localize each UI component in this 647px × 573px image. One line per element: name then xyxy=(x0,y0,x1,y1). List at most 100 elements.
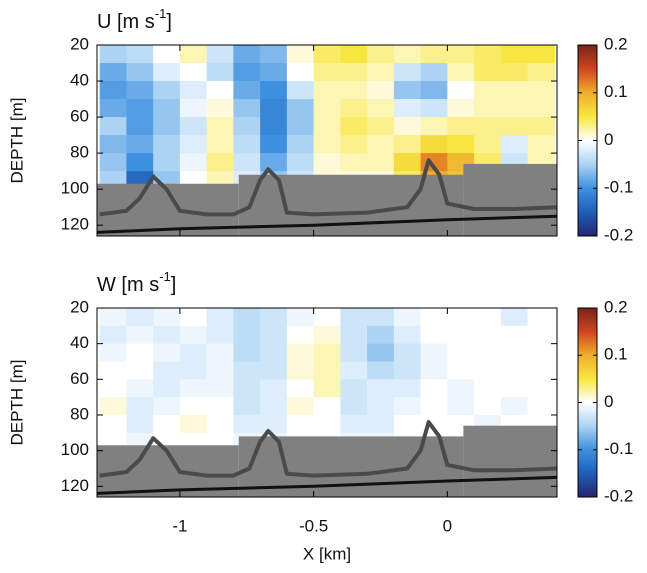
heatmap-cell xyxy=(233,153,261,172)
heatmap-cell xyxy=(286,343,315,363)
heatmap-cell xyxy=(126,99,154,118)
heatmap-cell xyxy=(447,308,475,327)
seafloor-line xyxy=(97,475,557,495)
heatmap-cell xyxy=(340,117,368,136)
x-axis-label: X [km] xyxy=(303,544,351,563)
heatmap-cell xyxy=(233,361,261,380)
heatmap-cell xyxy=(367,63,395,82)
heatmap-cell xyxy=(126,325,154,345)
bottom-mask xyxy=(238,174,464,236)
heatmap-cell xyxy=(474,117,502,136)
heatmap-cell xyxy=(153,325,181,345)
panel-title: U [m s-1] xyxy=(97,6,172,33)
heatmap-cell xyxy=(153,135,181,154)
heatmap-cell xyxy=(126,397,154,416)
heatmap-cell xyxy=(340,81,368,100)
heatmap-cell xyxy=(500,397,529,416)
heatmap-cell xyxy=(260,45,288,64)
heatmap-cell xyxy=(367,397,395,416)
heatmap-cell xyxy=(313,117,341,136)
heatmap-cell xyxy=(179,99,208,118)
heatmap-cell xyxy=(99,397,128,416)
heatmap-cell xyxy=(286,135,315,154)
title-text: U [m s xyxy=(97,11,155,33)
heatmap-cell xyxy=(153,361,181,380)
heatmap-cell xyxy=(313,81,341,100)
title-sup: -1 xyxy=(155,6,167,21)
heatmap-cell xyxy=(206,45,234,64)
ridge-line xyxy=(99,420,557,478)
heatmap-cell xyxy=(233,308,261,327)
heatmap-cell xyxy=(233,81,261,100)
heatmap-cell xyxy=(179,135,208,154)
heatmap-cell xyxy=(340,414,368,434)
heatmap-cell xyxy=(367,361,395,380)
heatmap-cell xyxy=(153,414,181,434)
heatmap-cell xyxy=(393,361,422,380)
heatmap-cell xyxy=(500,343,529,363)
heatmap-cell xyxy=(447,379,475,398)
heatmap-cell xyxy=(233,63,261,82)
heatmap-cell xyxy=(527,308,555,327)
heatmap-cell xyxy=(500,99,529,118)
heatmap-cell xyxy=(99,99,128,118)
y-tick-label: 40 xyxy=(70,333,89,352)
heatmap-cell xyxy=(126,63,154,82)
heatmap-cell xyxy=(179,397,208,416)
colorbar-tick-label: -0.2 xyxy=(604,486,633,505)
colorbar-tick-label: 0 xyxy=(604,130,613,149)
heatmap-cell xyxy=(179,379,208,398)
heatmap-cell xyxy=(233,343,261,363)
heatmap-cell xyxy=(447,81,475,100)
heatmap-cell xyxy=(126,153,154,172)
heatmap-cell xyxy=(500,135,529,154)
plot-area xyxy=(97,308,557,497)
heatmap-cell xyxy=(393,45,422,64)
heatmap-cell xyxy=(420,117,448,136)
y-tick-label: 80 xyxy=(70,143,89,162)
bottom-mask xyxy=(238,436,464,497)
y-axis-label: DEPTH [m] xyxy=(7,98,26,184)
heatmap-cell xyxy=(286,414,315,434)
heatmap-cell xyxy=(179,45,208,64)
heatmap-cell xyxy=(367,45,395,64)
x-tick-label: -1 xyxy=(172,516,187,535)
heatmap-cell xyxy=(474,45,502,64)
heatmap-cell xyxy=(393,397,422,416)
heatmap-cell xyxy=(260,63,288,82)
heatmap-cell xyxy=(474,99,502,118)
ridge-line xyxy=(99,158,557,217)
heatmap-cell xyxy=(367,81,395,100)
heatmap-cell xyxy=(393,135,422,154)
heatmap-cell xyxy=(367,379,395,398)
heatmap-cell xyxy=(179,117,208,136)
heatmap-cell xyxy=(206,99,234,118)
heatmap-cell xyxy=(260,343,288,363)
y-tick-label: 60 xyxy=(70,369,89,388)
heatmap-cell xyxy=(99,379,128,398)
heatmap-cell xyxy=(206,414,234,434)
heatmap-cell xyxy=(393,99,422,118)
heatmap-cell xyxy=(420,379,448,398)
heatmap-cell xyxy=(99,45,128,64)
heatmap-cell xyxy=(153,117,181,136)
heatmap-cell xyxy=(527,99,555,118)
heatmap-cell xyxy=(126,361,154,380)
heatmap-cell xyxy=(260,308,288,327)
panel-title: W [m s-1] xyxy=(97,269,176,296)
heatmap-cell xyxy=(474,325,502,345)
heatmap-cell xyxy=(286,325,315,345)
heatmap-cell xyxy=(447,99,475,118)
heatmap-cell xyxy=(206,308,234,327)
heatmap-cell xyxy=(260,379,288,398)
heatmap-cell xyxy=(500,325,529,345)
heatmap-cell xyxy=(420,308,448,327)
heatmap-cell xyxy=(126,117,154,136)
heatmap-cell xyxy=(393,117,422,136)
colorbar-tick-label: 0.1 xyxy=(604,345,628,364)
heatmap-cell xyxy=(179,63,208,82)
heatmap-cell xyxy=(447,45,475,64)
heatmap-cell xyxy=(447,397,475,416)
heatmap-cell xyxy=(99,361,128,380)
heatmap-cell xyxy=(126,135,154,154)
